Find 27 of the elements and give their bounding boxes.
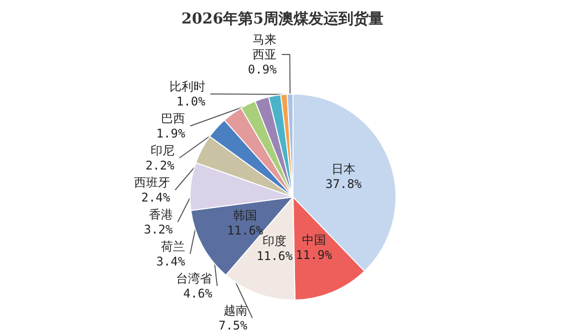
data-label: 2.2% bbox=[145, 158, 176, 172]
data-label: 7.5% bbox=[218, 318, 248, 332]
slice-label: 马来西亚 bbox=[252, 32, 277, 62]
data-label: 1.0% bbox=[176, 94, 206, 108]
data-label: 3.2% bbox=[144, 222, 174, 236]
slice-label: 比利时 bbox=[169, 80, 206, 94]
slice-label: 台湾省 bbox=[176, 272, 212, 286]
slice-label: 香港 bbox=[148, 208, 173, 222]
slice-label: 巴西 bbox=[161, 112, 186, 126]
data-label: 11.6% bbox=[227, 223, 264, 238]
data-label: 37.8% bbox=[325, 177, 362, 192]
slice-label: 西班牙 bbox=[134, 176, 170, 190]
slice-label: 印度 bbox=[262, 234, 287, 248]
data-label: 2.4% bbox=[141, 190, 171, 204]
slice-label: 日本 bbox=[332, 162, 356, 176]
data-label: 3.4% bbox=[156, 254, 186, 268]
slice-label: 荷兰 bbox=[161, 240, 186, 254]
data-label: 4.6% bbox=[183, 286, 213, 300]
data-label: 1.9% bbox=[156, 126, 186, 140]
data-label: 11.6% bbox=[256, 248, 294, 263]
data-label: 0.9% bbox=[248, 62, 278, 76]
chart-title: 2026年第5周澳煤发运到货量 bbox=[181, 10, 384, 28]
slice-label: 韩国 bbox=[233, 208, 258, 222]
slice-label: 中国 bbox=[302, 232, 326, 247]
data-label: 11.9% bbox=[296, 248, 333, 262]
slice-label: 印尼 bbox=[150, 144, 174, 158]
slice-label: 越南 bbox=[223, 304, 248, 318]
